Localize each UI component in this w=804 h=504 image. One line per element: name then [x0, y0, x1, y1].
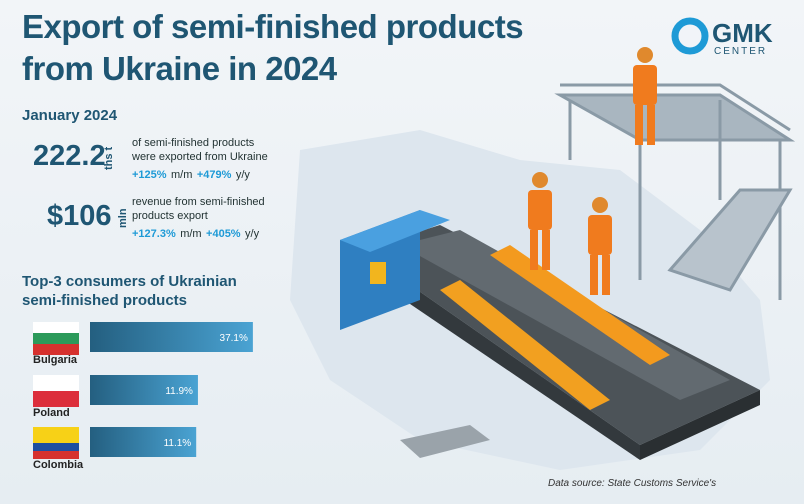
yy: +479%	[196, 169, 232, 181]
bar	[90, 375, 198, 405]
mm-unit: m/m	[171, 169, 193, 181]
stat-text: revenue from semi-finished	[132, 196, 265, 208]
value-label: 11.9%	[165, 386, 193, 397]
logo-sub: CENTER	[714, 46, 768, 57]
stat-change: +125% m/m +479% y/y	[132, 165, 250, 183]
stat-text: were exported from Ukraine	[132, 151, 268, 163]
platform	[554, 83, 796, 300]
stat-text: products export	[132, 210, 208, 222]
mm: +127.3%	[132, 228, 176, 240]
conveyor	[340, 210, 760, 460]
category-label: Poland	[33, 407, 70, 419]
stat-text: of semi-finished products	[132, 137, 255, 149]
stat-value: $106	[47, 200, 112, 232]
category-label: Bulgaria	[33, 354, 78, 366]
mm-unit: m/m	[180, 228, 202, 240]
value-label: 37.1%	[220, 333, 248, 344]
stat-value: 222.2	[33, 140, 106, 172]
bar	[90, 322, 253, 352]
period: January 2024	[22, 107, 118, 124]
logo-mark	[671, 17, 709, 55]
yy-unit: y/y	[245, 228, 260, 240]
bar	[90, 427, 197, 457]
yy: +405%	[206, 228, 241, 240]
category-label: Colombia	[33, 459, 84, 471]
mm: +125%	[132, 169, 167, 181]
logo: GMK	[712, 18, 773, 48]
stat-unit: mln	[117, 208, 129, 228]
flags	[33, 322, 79, 459]
title: Export of semi-finished products	[22, 8, 524, 45]
yy-unit: y/y	[235, 169, 250, 181]
title: from Ukraine in 2024	[22, 50, 337, 87]
source: Data source: State Customs Service's	[548, 478, 717, 489]
workers	[528, 47, 657, 295]
stat-unit: ths t	[103, 146, 115, 170]
stat-change: +127.3% m/m +405% y/y	[132, 224, 259, 242]
value-label: 11.1%	[164, 438, 192, 449]
chart-title: Top-3 consumers of Ukrainian semi-finish…	[22, 273, 237, 309]
